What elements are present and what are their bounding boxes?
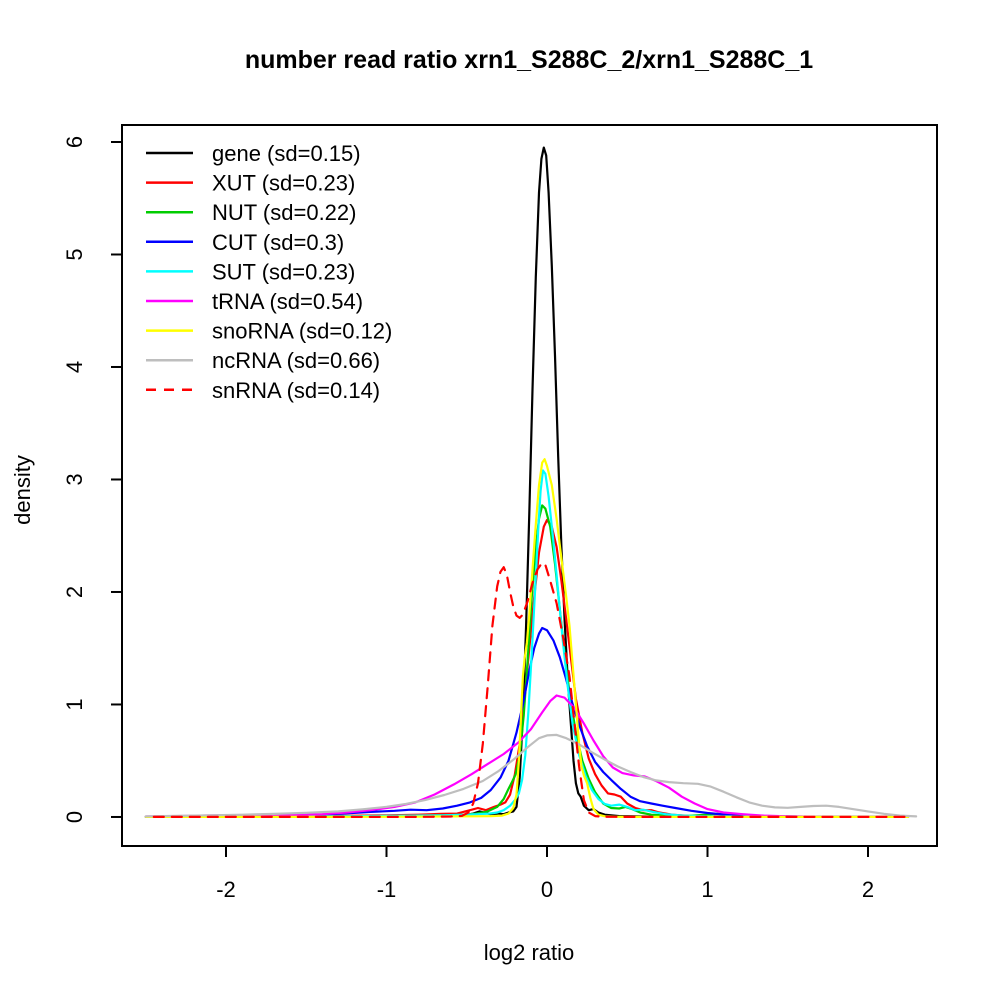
curve-tRNA — [144, 694, 910, 818]
legend-label-gene: gene (sd=0.15) — [212, 141, 361, 166]
legend-label-snoRNA: snoRNA (sd=0.12) — [212, 319, 392, 344]
y-tick-label: 1 — [62, 698, 87, 710]
legend-item-snoRNA: snoRNA (sd=0.12) — [146, 319, 392, 344]
curve-CUT — [144, 626, 910, 818]
legend-item-ncRNA: ncRNA (sd=0.66) — [146, 348, 380, 373]
y-tick-label: 0 — [62, 811, 87, 823]
legend-item-XUT: XUT (sd=0.23) — [146, 171, 355, 196]
y-tick-label: 5 — [62, 248, 87, 260]
legend-item-SUT: SUT (sd=0.23) — [146, 259, 355, 284]
legend: gene (sd=0.15) XUT (sd=0.23) NUT (sd=0.22)… — [146, 141, 392, 403]
curve-SUT — [144, 469, 910, 818]
curve-ncRNA — [144, 733, 918, 818]
x-tick-label: 2 — [862, 877, 874, 902]
legend-label-snRNA: snRNA (sd=0.14) — [212, 378, 380, 403]
y-axis: 0 1 2 3 4 5 6 — [62, 136, 122, 823]
x-axis: -2 -1 0 1 2 — [216, 846, 874, 902]
legend-label-tRNA: tRNA (sd=0.54) — [212, 289, 363, 314]
y-tick-label: 6 — [62, 136, 87, 148]
legend-item-NUT: NUT (sd=0.22) — [146, 200, 356, 225]
chart-title: number read ratio xrn1_S288C_2/xrn1_S288… — [245, 46, 813, 74]
legend-item-snRNA: snRNA (sd=0.14) — [146, 378, 380, 403]
y-tick-label: 4 — [62, 361, 87, 373]
legend-label-ncRNA: ncRNA (sd=0.66) — [212, 348, 380, 373]
x-axis-label: log2 ratio — [484, 940, 575, 965]
plot-border — [121, 124, 938, 847]
legend-item-CUT: CUT (sd=0.3) — [146, 230, 344, 255]
curve-NUT — [144, 504, 910, 818]
x-tick-label: 1 — [701, 877, 713, 902]
x-tick-label: 0 — [541, 877, 553, 902]
curve-XUT — [144, 518, 910, 818]
y-axis-label: density — [10, 455, 35, 525]
y-tick-label: 2 — [62, 586, 87, 598]
y-tick-label: 3 — [62, 473, 87, 485]
legend-label-XUT: XUT (sd=0.23) — [212, 171, 355, 196]
legend-item-gene: gene (sd=0.15) — [146, 141, 361, 166]
x-tick-label: -1 — [377, 877, 397, 902]
legend-label-NUT: NUT (sd=0.22) — [212, 200, 356, 225]
legend-item-tRNA: tRNA (sd=0.54) — [146, 289, 363, 314]
legend-label-CUT: CUT (sd=0.3) — [212, 230, 344, 255]
curves-group — [144, 146, 918, 819]
legend-label-SUT: SUT (sd=0.23) — [212, 259, 355, 284]
curve-snoRNA — [144, 458, 910, 819]
x-tick-label: -2 — [216, 877, 236, 902]
curve-snRNA — [152, 561, 910, 819]
